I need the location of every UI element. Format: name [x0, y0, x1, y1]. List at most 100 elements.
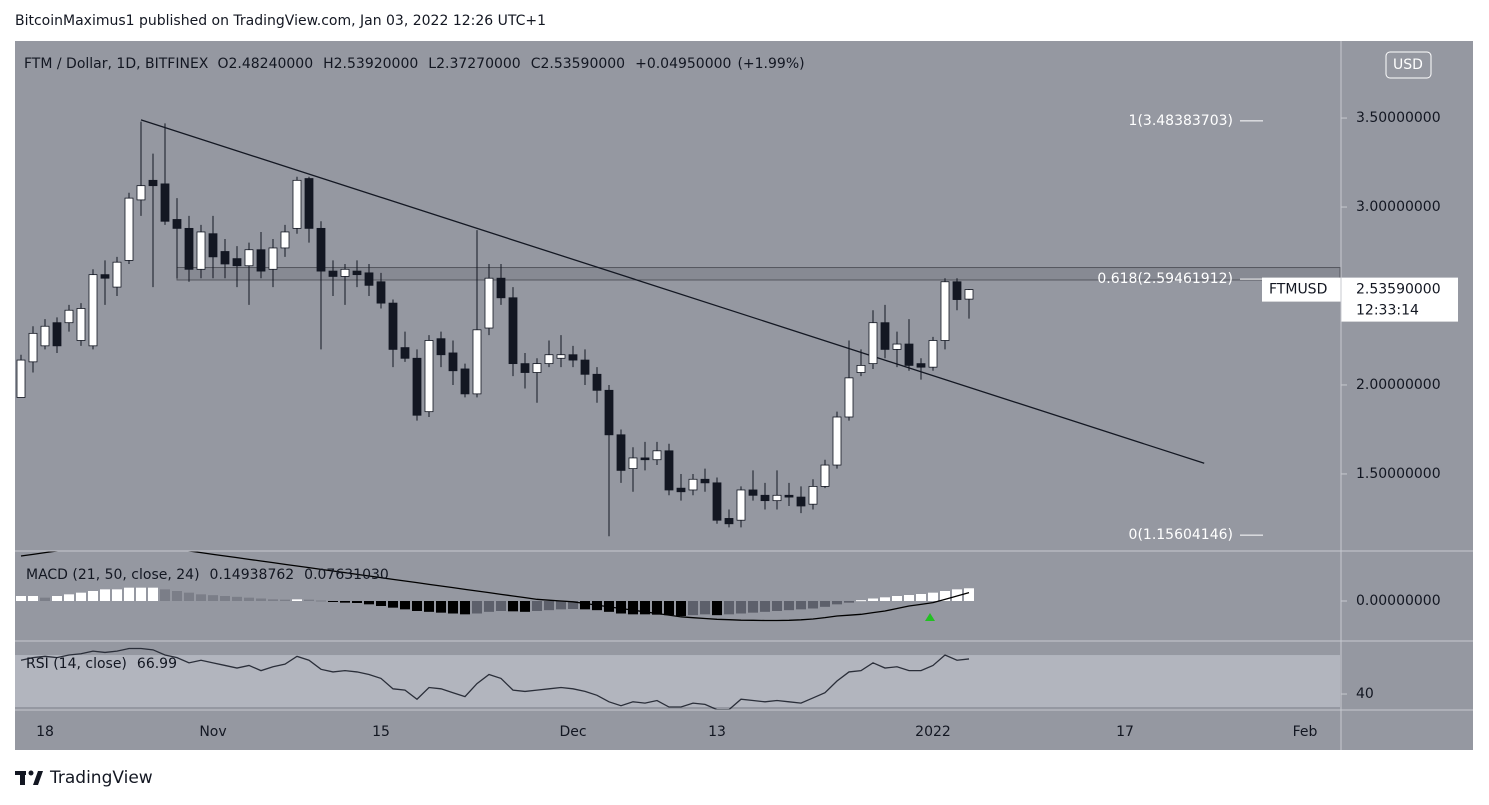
candle-body: [568, 354, 578, 361]
x-tick-label: Feb: [1293, 724, 1318, 740]
histogram-bar: [664, 601, 674, 616]
candle-body: [364, 272, 374, 286]
candle-body: [760, 494, 770, 502]
x-tick-label: 2022: [915, 724, 951, 740]
currency-label[interactable]: USD: [1393, 57, 1423, 73]
histogram-bar: [688, 601, 698, 616]
histogram-bar: [880, 597, 890, 601]
candle-body: [916, 363, 926, 368]
histogram-bar: [616, 601, 626, 614]
candle-body: [448, 352, 458, 372]
candle-body: [628, 457, 638, 470]
histogram-bar: [256, 598, 266, 601]
histogram-bar: [352, 601, 362, 603]
histogram-bar: [64, 594, 74, 601]
histogram-bar: [868, 598, 878, 601]
candle-body: [376, 281, 386, 304]
histogram-bar: [376, 601, 386, 606]
histogram-bar: [448, 601, 458, 614]
histogram-bar: [904, 595, 914, 601]
candle-body: [724, 518, 734, 525]
histogram-bar: [112, 589, 122, 601]
macd-legend: MACD (21, 50, close, 24) 0.14938762 0.0763…: [26, 567, 389, 583]
histogram-bar: [316, 600, 326, 602]
candle-body: [388, 302, 398, 350]
candle-body: [484, 277, 494, 329]
ohlc-value: L2.37270000: [428, 56, 520, 72]
candle-body: [328, 270, 338, 277]
symbol-title: FTM / Dollar, 1D, BITFINEX: [24, 56, 209, 72]
candle-body: [616, 434, 626, 471]
histogram-bar: [364, 601, 374, 605]
histogram-bar: [772, 601, 782, 611]
symbol-legend: FTM / Dollar, 1D, BITFINEX O2.48240000 H2.…: [24, 56, 805, 72]
candle-body: [592, 373, 602, 391]
candle-body: [952, 281, 962, 300]
logo-part: [33, 771, 43, 785]
candle-body: [52, 322, 62, 347]
candle-body: [820, 464, 830, 487]
cross-signal: [925, 613, 935, 621]
histogram-bar: [844, 601, 854, 603]
histogram-bar: [400, 601, 410, 610]
candle-body: [136, 185, 146, 201]
fib-label: 0.618(2.59461912): [1097, 271, 1233, 287]
histogram-bar: [628, 601, 638, 615]
tradingview-logo: [15, 770, 43, 785]
candle-body: [292, 179, 302, 229]
candle-body: [112, 261, 122, 288]
candle-body: [124, 197, 134, 261]
histogram-bar: [556, 601, 566, 610]
histogram-bar: [292, 599, 302, 601]
candle-body: [580, 359, 590, 375]
candle-body: [556, 354, 566, 359]
histogram-bar: [760, 601, 770, 612]
candle-body: [736, 489, 746, 521]
histogram-bar: [136, 587, 146, 601]
x-tick-label: 17: [1116, 724, 1134, 740]
candle-body: [316, 227, 326, 272]
logo-part: [28, 770, 34, 776]
ohlc-change-percent: (+1.99%): [737, 56, 804, 72]
candle-body: [664, 450, 674, 491]
histogram-bar: [268, 599, 278, 601]
candle-body: [460, 368, 470, 395]
histogram-bar: [220, 596, 230, 601]
candle-body: [76, 308, 86, 341]
candle-body: [340, 268, 350, 277]
y-tick-label: 0.00000000: [1356, 593, 1441, 609]
candle-body: [256, 249, 266, 272]
histogram-bar: [712, 601, 722, 616]
countdown-label: 12:33:14: [1356, 303, 1419, 319]
symbol-tag-label: FTMUSD: [1269, 282, 1327, 298]
candle-body: [232, 258, 242, 267]
candle-body: [544, 354, 554, 365]
histogram-bar: [832, 601, 842, 605]
macd-value: 0.14938762: [210, 567, 295, 583]
histogram-bar: [424, 601, 434, 612]
histogram-bar: [484, 601, 494, 612]
macd-value: 0.07631030: [304, 567, 389, 583]
histogram-bar: [148, 587, 158, 601]
histogram-bar: [724, 601, 734, 615]
histogram-bar: [196, 594, 206, 601]
candle-body: [352, 270, 362, 276]
candle-body: [508, 297, 518, 365]
histogram-bar: [568, 601, 578, 609]
histogram-bar: [532, 601, 542, 611]
candle-body: [148, 179, 158, 187]
macd-title: MACD (21, 50, close, 24): [26, 567, 200, 583]
candle-body: [928, 340, 938, 368]
candle-body: [88, 274, 98, 347]
candle-body: [532, 363, 542, 373]
histogram-bar: [940, 591, 950, 601]
candle-body: [160, 183, 170, 222]
histogram-bar: [340, 601, 350, 603]
y-tick-label: 40: [1356, 686, 1374, 702]
currency-button[interactable]: [1385, 51, 1432, 79]
histogram-bar: [304, 599, 314, 601]
symbol-tag: [1262, 277, 1341, 302]
histogram-bar: [520, 601, 530, 612]
footer-brand: TradingView: [49, 768, 153, 788]
